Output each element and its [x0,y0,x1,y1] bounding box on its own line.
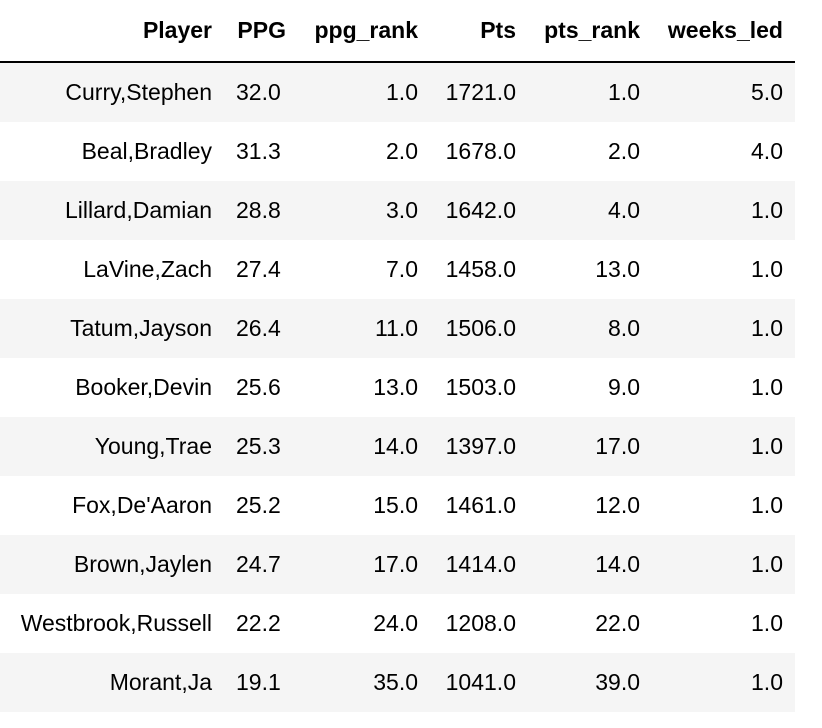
table-row: Young,Trae 25.3 14.0 1397.0 17.0 1.0 [0,417,795,476]
player-cell: Morant,Ja [109,669,212,695]
pts-rank-cell: 8.0 [608,315,640,341]
pts-cell: 1721.0 [445,79,516,105]
pts-rank-cell: 14.0 [595,551,640,577]
ppg-rank-cell: 17.0 [373,551,418,577]
weeks-led-cell: 1.0 [751,256,783,282]
weeks-led-cell: 5.0 [751,79,783,105]
table-row: Booker,Devin 25.6 13.0 1503.0 9.0 1.0 [0,358,795,417]
pts-cell: 1642.0 [445,197,516,223]
player-cell: Booker,Devin [75,374,212,400]
pts-rank-cell: 17.0 [595,433,640,459]
header-row: Player PPG ppg_rank Pts pts_rank weeks_l… [0,0,795,63]
pts-cell: 1208.0 [445,610,516,636]
player-cell: Beal,Bradley [81,138,212,164]
weeks-led-cell: 1.0 [751,433,783,459]
ppg-cell: 26.4 [236,315,281,341]
pts-cell: 1678.0 [445,138,516,164]
table-row: Beal,Bradley 31.3 2.0 1678.0 2.0 4.0 [0,122,795,181]
ppg-rank-cell: 15.0 [373,492,418,518]
column-header-pts-rank: pts_rank [528,0,652,63]
table-row: Curry,Stephen 32.0 1.0 1721.0 1.0 5.0 [0,62,795,122]
pts-rank-cell: 12.0 [595,492,640,518]
table-row: Morant,Ja 19.1 35.0 1041.0 39.0 1.0 [0,653,795,712]
player-cell: Curry,Stephen [65,79,212,105]
pts-cell: 1458.0 [445,256,516,282]
pts-cell: 1461.0 [445,492,516,518]
ppg-rank-cell: 1.0 [386,79,418,105]
table-body: Curry,Stephen 32.0 1.0 1721.0 1.0 5.0 Beal,Bra… [0,62,795,712]
ppg-cell: 27.4 [236,256,281,282]
weeks-led-cell: 1.0 [751,551,783,577]
player-cell: Brown,Jaylen [73,551,212,577]
weeks-led-cell: 4.0 [751,138,783,164]
table-row: Westbrook,Russell 22.2 24.0 1208.0 22.0 1.0 [0,594,795,653]
weeks-led-cell: 1.0 [751,610,783,636]
ppg-rank-cell: 14.0 [373,433,418,459]
pts-rank-cell: 9.0 [608,374,640,400]
pts-cell: 1397.0 [445,433,516,459]
ppg-cell: 31.3 [236,138,281,164]
pts-rank-cell: 22.0 [595,610,640,636]
column-header-weeks-led: weeks_led [652,0,795,63]
column-header-player: Player [0,0,224,63]
weeks-led-cell: 1.0 [751,374,783,400]
ppg-cell: 24.7 [236,551,281,577]
column-header-ppg: PPG [224,0,298,63]
table-row: Brown,Jaylen 24.7 17.0 1414.0 14.0 1.0 [0,535,795,594]
player-cell: Young,Trae [94,433,212,459]
ppg-cell: 25.2 [236,492,281,518]
dataframe-table: Player PPG ppg_rank Pts pts_rank weeks_l… [0,0,795,712]
pts-cell: 1041.0 [445,669,516,695]
ppg-cell: 19.1 [236,669,281,695]
table-row: LaVine,Zach 27.4 7.0 1458.0 13.0 1.0 [0,240,795,299]
table-row: Fox,De'Aaron 25.2 15.0 1461.0 12.0 1.0 [0,476,795,535]
ppg-cell: 25.3 [236,433,281,459]
pts-cell: 1414.0 [445,551,516,577]
ppg-rank-cell: 24.0 [373,610,418,636]
weeks-led-cell: 1.0 [751,315,783,341]
pts-cell: 1506.0 [445,315,516,341]
player-cell: LaVine,Zach [83,256,212,282]
ppg-cell: 28.8 [236,197,281,223]
ppg-rank-cell: 13.0 [373,374,418,400]
pts-rank-cell: 39.0 [595,669,640,695]
pts-cell: 1503.0 [445,374,516,400]
table-header: Player PPG ppg_rank Pts pts_rank weeks_l… [0,0,795,63]
pts-rank-cell: 1.0 [608,79,640,105]
ppg-cell: 22.2 [236,610,281,636]
ppg-cell: 25.6 [236,374,281,400]
player-cell: Westbrook,Russell [20,610,212,636]
table-row: Lillard,Damian 28.8 3.0 1642.0 4.0 1.0 [0,181,795,240]
player-cell: Tatum,Jayson [70,315,212,341]
pts-rank-cell: 2.0 [608,138,640,164]
weeks-led-cell: 1.0 [751,492,783,518]
ppg-rank-cell: 2.0 [386,138,418,164]
pts-rank-cell: 13.0 [595,256,640,282]
player-cell: Fox,De'Aaron [72,492,212,518]
ppg-rank-cell: 35.0 [373,669,418,695]
column-header-pts: Pts [430,0,528,63]
column-header-ppg-rank: ppg_rank [298,0,430,63]
weeks-led-cell: 1.0 [751,669,783,695]
table-row: Tatum,Jayson 26.4 11.0 1506.0 8.0 1.0 [0,299,795,358]
weeks-led-cell: 1.0 [751,197,783,223]
player-cell: Lillard,Damian [64,197,212,223]
ppg-rank-cell: 7.0 [386,256,418,282]
ppg-rank-cell: 3.0 [386,197,418,223]
ppg-cell: 32.0 [236,79,281,105]
pts-rank-cell: 4.0 [608,197,640,223]
ppg-rank-cell: 11.0 [374,315,418,341]
